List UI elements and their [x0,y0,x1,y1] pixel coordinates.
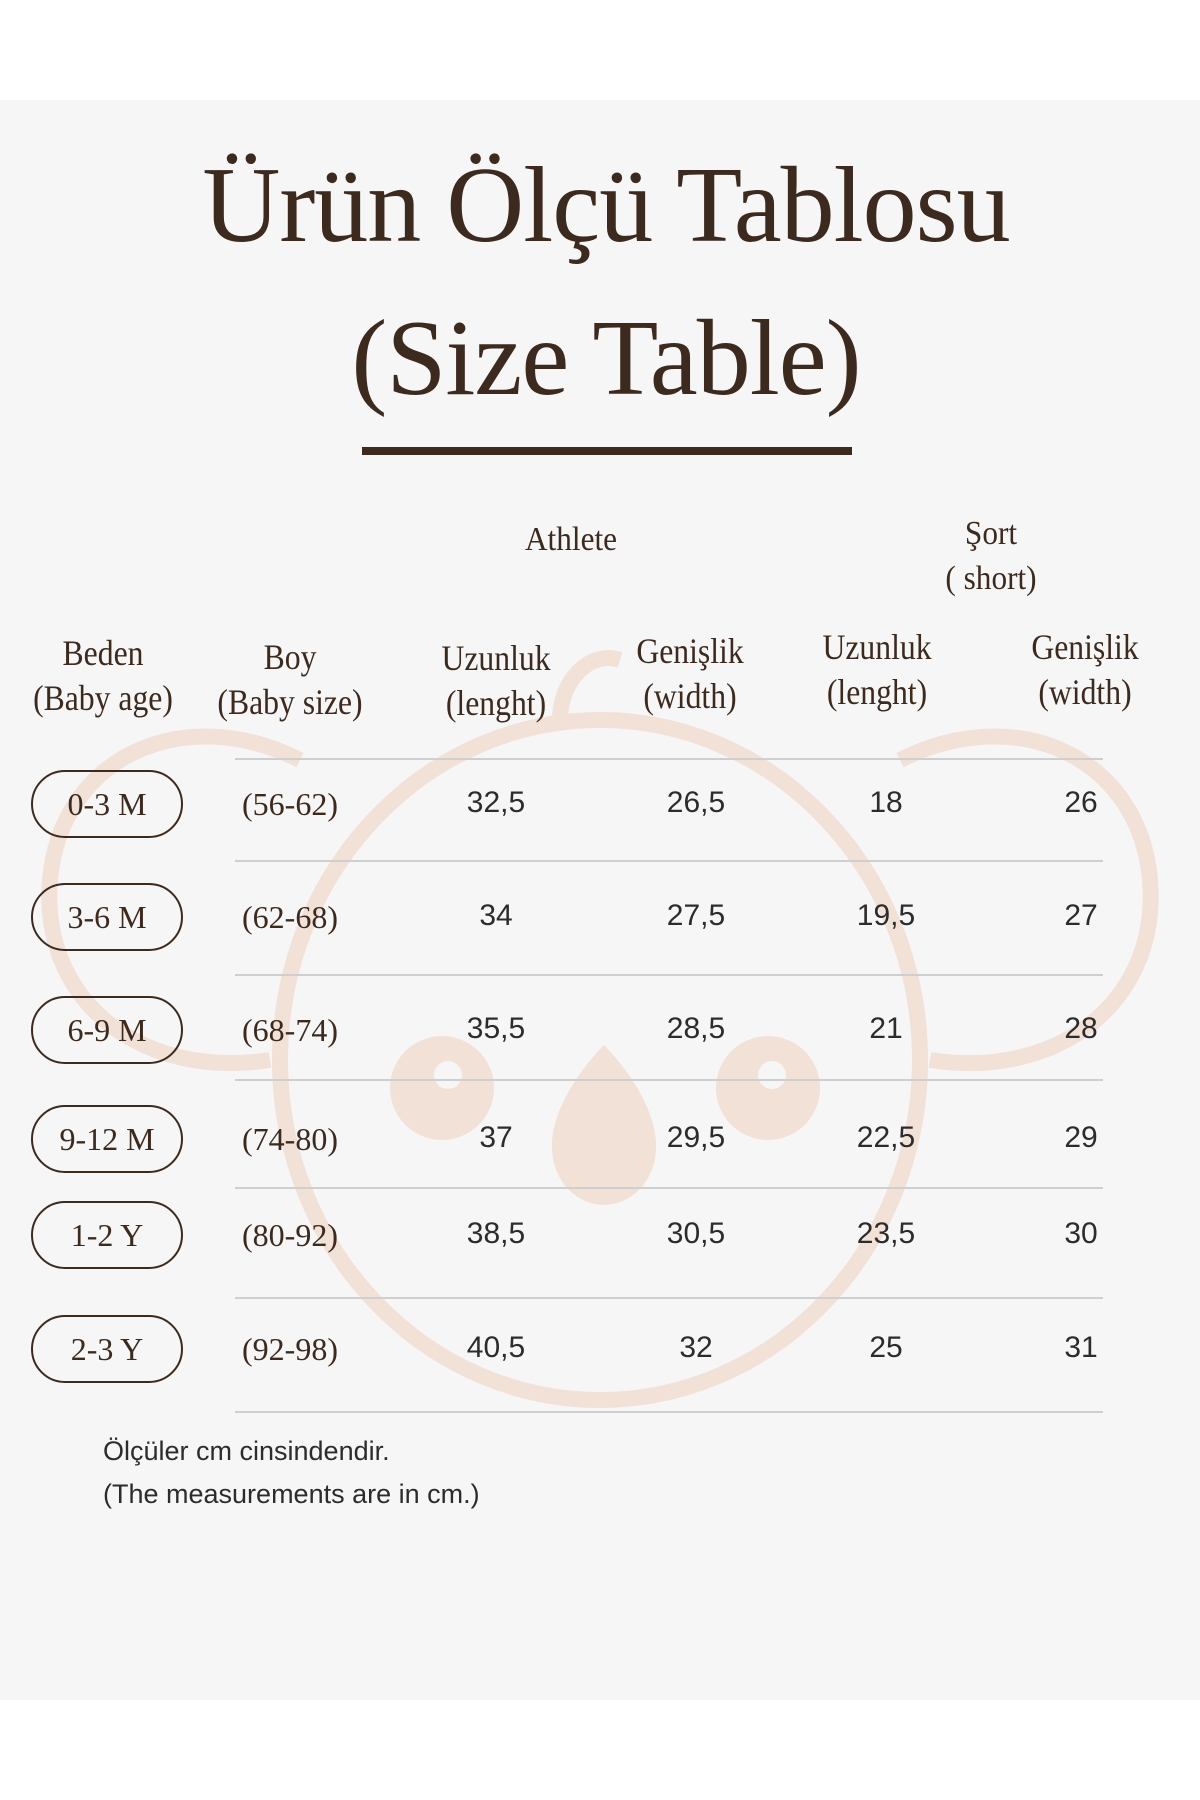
cell-athlete-width: 32 [679,1331,713,1364]
page-title: Ürün Ölçü Tablosu [202,146,1010,265]
cell-short-width: 27 [1064,899,1098,932]
group-short: Şort [964,515,1018,552]
age-badge: 0-3 M [31,770,183,838]
age-badge: 1-2 Y [31,1201,183,1269]
group-short-en: ( short) [945,560,1037,597]
cell-short-width: 30 [1064,1217,1098,1250]
cell-short-length: 18 [869,786,903,819]
cell-athlete-width: 27,5 [666,899,726,932]
column-header: (Baby size) [217,682,363,722]
row-divider [235,758,1103,760]
cell-short-width: 31 [1064,1331,1098,1364]
cell-athlete-width: 29,5 [666,1121,726,1154]
cell-size: (92-98) [242,1331,338,1367]
cell-short-width: 29 [1064,1121,1098,1154]
column-header: (lenght) [445,683,547,723]
size-chart-panel [0,100,1200,1700]
column-header: Beden [62,633,144,673]
row-divider [235,1079,1103,1081]
column-header: Uzunluk [822,627,932,667]
cell-size: (62-68) [242,899,338,935]
cell-athlete-length: 38,5 [466,1217,526,1250]
row-divider [235,1187,1103,1189]
column-header: (width) [1038,672,1132,712]
column-header: Boy [263,637,317,677]
cell-short-width: 26 [1064,786,1098,819]
cell-short-length: 22,5 [856,1121,916,1154]
cell-athlete-length: 32,5 [466,786,526,819]
cell-athlete-length: 40,5 [466,1331,526,1364]
row-divider [235,974,1103,976]
cell-short-length: 25 [869,1331,903,1364]
column-header: Uzunluk [441,638,551,678]
age-badge: 3-6 M [31,883,183,951]
row-divider [235,1297,1103,1299]
cell-athlete-length: 35,5 [466,1012,526,1045]
group-athlete: Athlete [524,521,618,558]
cell-size: (68-74) [242,1012,338,1048]
age-badge: 9-12 M [31,1105,183,1173]
page-subtitle: (Size Table) [351,299,861,418]
cell-athlete-width: 28,5 [666,1012,726,1045]
cell-athlete-length: 37 [479,1121,513,1154]
cell-size: (74-80) [242,1121,338,1157]
footer-note: Ölçüler cm cinsindendir. [103,1436,390,1466]
cell-short-length: 23,5 [856,1217,916,1250]
row-divider [235,1411,1103,1413]
cell-short-length: 21 [869,1012,903,1045]
cell-short-length: 19,5 [856,899,916,932]
title-underline [362,447,852,455]
cell-size: (56-62) [242,786,338,822]
cell-athlete-length: 34 [479,899,513,932]
footer-note-en: (The measurements are in cm.) [103,1479,480,1509]
age-badge: 6-9 M [31,996,183,1064]
cell-athlete-width: 30,5 [666,1217,726,1250]
row-divider [235,860,1103,862]
age-badge: 2-3 Y [31,1315,183,1383]
column-header: (Baby age) [33,678,173,718]
column-header: (width) [643,676,737,716]
column-header: (lenght) [826,672,928,712]
cell-short-width: 28 [1064,1012,1098,1045]
cell-size: (80-92) [242,1217,338,1253]
column-header: Genişlik [1031,627,1139,667]
cell-athlete-width: 26,5 [666,786,726,819]
column-header: Genişlik [636,631,744,671]
